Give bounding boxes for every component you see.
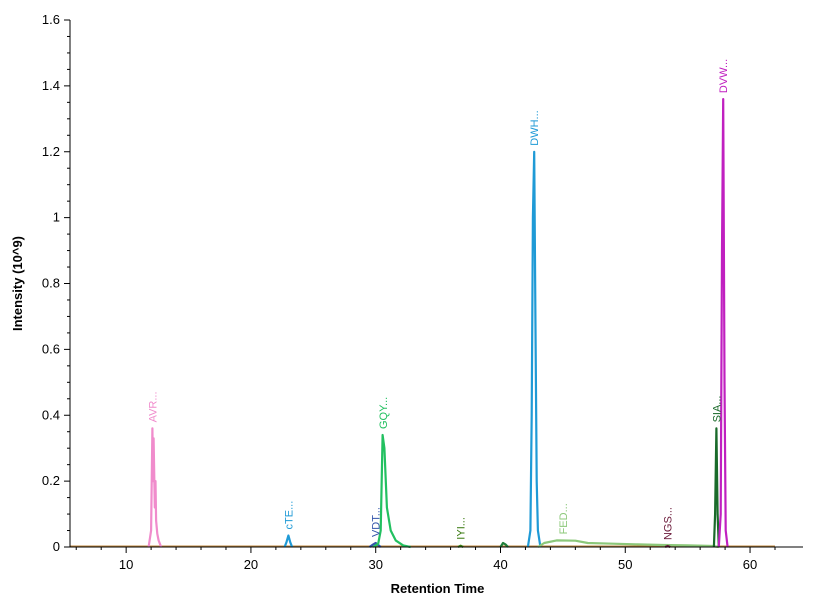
- y-tick-label: 1.2: [42, 144, 60, 159]
- peak-label: FED...: [558, 503, 570, 534]
- x-tick-label: 30: [368, 557, 382, 572]
- x-tick-label: 10: [119, 557, 133, 572]
- peak-trace: [537, 539, 719, 549]
- peak-trace: [717, 98, 729, 548]
- x-tick-label: 60: [743, 557, 757, 572]
- axes-layer: [69, 20, 803, 548]
- x-tick-label: 40: [493, 557, 507, 572]
- peak-label: GQY...: [378, 397, 390, 429]
- peak-trace: [372, 433, 411, 549]
- x-axis-title: Retention Time: [391, 581, 485, 596]
- x-axis-ticks: 10 20 30 40 50 60: [75, 547, 776, 572]
- peak-trace: [147, 427, 163, 548]
- peak-label: NGS...: [663, 507, 675, 540]
- y-tick-label: 0.4: [42, 407, 60, 422]
- peak-trace: [499, 541, 509, 548]
- x-tick-label: 50: [618, 557, 632, 572]
- peak-label: cTE...: [283, 501, 295, 530]
- peak-label: DWH...: [529, 110, 541, 145]
- peak-labels: AVR... cTE... VDT... GQY... IYI... DWH... FED.…: [147, 59, 730, 540]
- peak-label: IYI...: [456, 517, 468, 540]
- peak-trace: [368, 541, 382, 548]
- y-tick-label: 0: [53, 539, 60, 554]
- y-axis-ticks: 0 0.2 0.4 0.6 0.8 1 1.2 1.4 1.6: [42, 12, 70, 554]
- peak-label: SIA...: [711, 396, 723, 423]
- peak-trace: [283, 534, 294, 548]
- peak-trace: [526, 150, 542, 548]
- y-tick-label: 0.2: [42, 473, 60, 488]
- y-tick-label: 1: [53, 210, 60, 225]
- y-axis-title: Intensity (10^9): [10, 236, 25, 331]
- peak-trace: [712, 427, 720, 548]
- y-tick-label: 0.6: [42, 341, 60, 356]
- peak-label: DVW...: [718, 59, 730, 93]
- y-tick-label: 1.4: [42, 78, 60, 93]
- peak-label: AVR...: [147, 391, 159, 422]
- x-tick-label: 20: [244, 557, 258, 572]
- y-tick-label: 1.6: [42, 12, 60, 27]
- series-layer: [70, 98, 775, 549]
- peak-label: VDT...: [371, 507, 383, 537]
- y-tick-label: 0.8: [42, 276, 60, 291]
